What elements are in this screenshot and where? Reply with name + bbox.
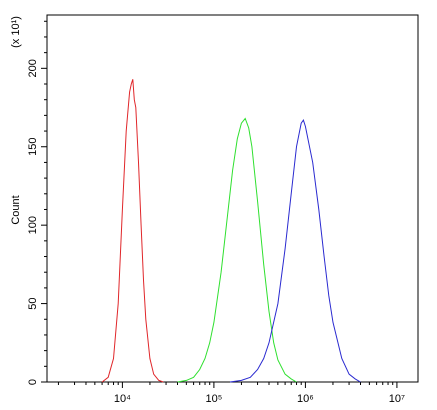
y-axis-label: Count: [10, 195, 22, 224]
y-tick-label: 200: [27, 59, 39, 77]
y-tick-label: 50: [27, 297, 39, 309]
y-tick-label: 100: [27, 216, 39, 234]
plot-frame: [46, 14, 419, 383]
y-tick-label: 0: [27, 379, 39, 385]
x-tick-label: 10⁶: [297, 393, 314, 405]
y-multiplier: (x 10¹): [10, 16, 22, 48]
y-tick-label: 150: [27, 138, 39, 156]
histogram-line: [177, 117, 297, 383]
x-tick-label: 10⁵: [206, 393, 223, 405]
histogram-line: [229, 118, 361, 383]
x-tick-label: 10⁷: [389, 393, 405, 405]
histogram-line: [101, 79, 164, 383]
x-tick-label: 10⁴: [114, 393, 131, 405]
